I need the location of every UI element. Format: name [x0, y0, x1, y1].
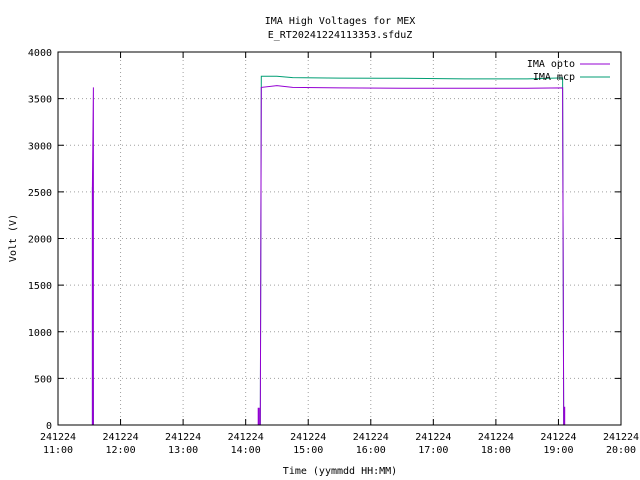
x-tick-date: 241224 [540, 432, 576, 443]
legend-label-ima-mcp: IMA mcp [533, 72, 575, 83]
x-tick-time: 17:00 [418, 445, 448, 456]
y-tick-label: 500 [34, 374, 52, 385]
grid-lines [58, 52, 621, 425]
x-tick-time: 12:00 [106, 445, 136, 456]
y-tick-label: 3500 [28, 95, 52, 106]
x-tick-date: 241224 [603, 432, 639, 443]
x-tick-time: 19:00 [543, 445, 573, 456]
legend: IMA opto IMA mcp [527, 59, 610, 83]
x-tick-date: 241224 [40, 432, 76, 443]
chart-subtitle: E_RT20241224113353.sfduZ [268, 30, 413, 41]
plot-frame [57, 51, 622, 426]
x-tick-time: 11:00 [43, 445, 73, 456]
x-tick-time: 13:00 [168, 445, 198, 456]
x-tick-time: 14:00 [231, 445, 261, 456]
y-tick-label: 3000 [28, 141, 52, 152]
series-line-ima-opto [91, 85, 566, 426]
x-tick-time: 16:00 [356, 445, 386, 456]
chart-title: IMA High Voltages for MEX [265, 16, 416, 27]
series-line-ima-mcp [91, 75, 565, 426]
x-tick-date: 241224 [165, 432, 201, 443]
x-tick-time: 15:00 [293, 445, 323, 456]
y-tick-label: 1000 [28, 328, 52, 339]
y-tick-label: 2500 [28, 188, 52, 199]
x-tick-date: 241224 [415, 432, 451, 443]
y-tick-label: 2000 [28, 235, 52, 246]
x-tick-date: 241224 [353, 432, 389, 443]
x-axis-label: Time (yymmdd HH:MM) [283, 466, 397, 477]
x-tick-time: 20:00 [606, 445, 636, 456]
y-ticks: 0 500 1000 1500 2000 2500 3000 3500 4000 [28, 48, 621, 432]
legend-label-ima-opto: IMA opto [527, 59, 575, 70]
x-ticks: 241224 11:00 241224 12:00 241224 13:00 241224 1… [40, 52, 639, 456]
x-tick-date: 241224 [228, 432, 264, 443]
y-tick-label: 4000 [28, 48, 52, 59]
y-axis-label: Volt (V) [8, 214, 19, 262]
y-tick-label: 0 [46, 421, 52, 432]
x-tick-date: 241224 [290, 432, 326, 443]
y-tick-label: 1500 [28, 281, 52, 292]
x-tick-date: 241224 [102, 432, 138, 443]
x-tick-time: 18:00 [481, 445, 511, 456]
series-lines [91, 75, 566, 426]
x-tick-date: 241224 [478, 432, 514, 443]
